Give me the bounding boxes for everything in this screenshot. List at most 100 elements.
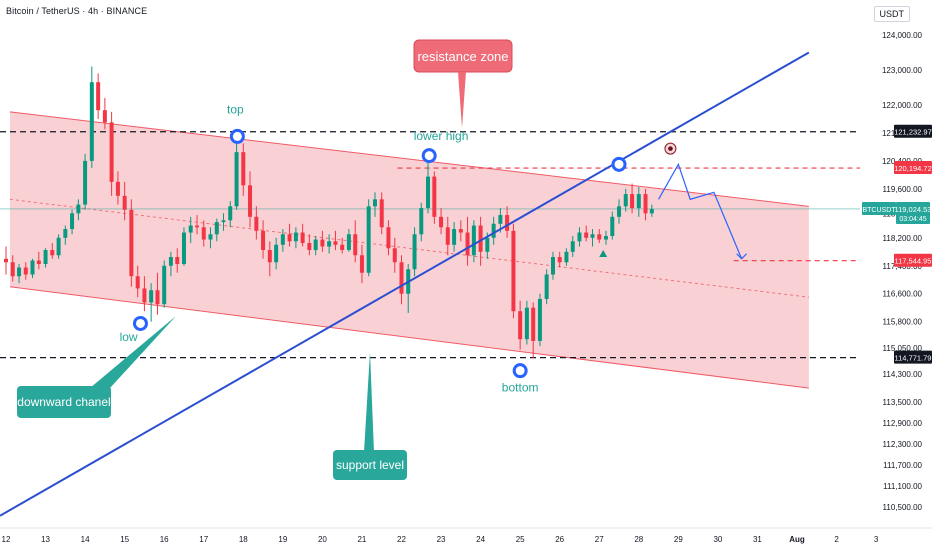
- candle-body: [333, 241, 338, 245]
- candle-body: [195, 225, 200, 228]
- time-tick-label: 31: [753, 535, 762, 544]
- price-level-label: 120,194.72: [894, 164, 932, 173]
- candle-body: [505, 215, 510, 231]
- currency-button[interactable]: USDT: [873, 6, 910, 22]
- price-level-label: 117,544.95: [895, 257, 932, 266]
- price-level-tag: [894, 253, 932, 267]
- candle-body: [181, 232, 186, 265]
- bottom-label: bottom: [502, 381, 539, 395]
- candle-body: [465, 232, 470, 256]
- candle-body: [524, 307, 529, 340]
- candle-body: [320, 239, 325, 247]
- time-tick-label: 25: [516, 535, 525, 544]
- time-tick-label: 28: [634, 535, 643, 544]
- candle-body: [537, 298, 542, 341]
- candle-body: [214, 222, 219, 235]
- candle-body: [4, 258, 8, 263]
- candle-body: [30, 260, 35, 275]
- candle-body: [491, 223, 496, 238]
- candle-body: [498, 215, 503, 224]
- candle-body: [261, 230, 266, 251]
- price-tick-label: 122,000.00: [882, 101, 923, 110]
- candle-body: [76, 204, 81, 214]
- time-tick-label: 20: [318, 535, 327, 544]
- time-tick-label: 13: [41, 535, 50, 544]
- candle-body: [70, 213, 75, 230]
- candle-body: [50, 250, 55, 256]
- candle-body: [155, 290, 160, 305]
- candle-body: [564, 251, 569, 263]
- time-tick-label: 2: [834, 535, 839, 544]
- projected-path-line: [658, 162, 743, 259]
- candle-body: [379, 199, 384, 228]
- channel-median-line: [9, 198, 809, 298]
- candle-body: [432, 176, 437, 217]
- candle-body: [23, 267, 28, 275]
- candle-body: [313, 239, 318, 251]
- resistance-zone-label: resistance zone: [417, 49, 508, 64]
- candle-body: [550, 257, 555, 275]
- downward-channel-fill: [9, 111, 809, 389]
- candle-body: [399, 262, 404, 294]
- candle-body: [425, 176, 430, 209]
- time-tick-label: 16: [160, 535, 169, 544]
- price-tick-label: 115,800.00: [883, 318, 923, 327]
- candle-body: [96, 82, 101, 111]
- candle-body: [623, 194, 628, 207]
- time-tick-label: 22: [397, 535, 406, 544]
- candle-body: [300, 232, 305, 244]
- price-tick-label: 124,000.00: [882, 31, 923, 40]
- candle-body: [584, 232, 589, 238]
- candle-body: [307, 243, 312, 251]
- candle-body: [83, 160, 88, 205]
- candle-body: [617, 206, 622, 217]
- candle-body: [102, 110, 107, 123]
- candle-body: [248, 185, 253, 217]
- candle-body: [142, 288, 147, 303]
- candle-body: [274, 244, 279, 263]
- candle-body: [287, 234, 292, 242]
- candle-body: [228, 206, 233, 221]
- candle-body: [597, 234, 602, 240]
- downward-channel-callout-pointer: [90, 316, 176, 388]
- price-tick-label: 115,050.00: [883, 344, 923, 353]
- candle-body: [590, 234, 595, 238]
- price-tick-label: 118,200.00: [883, 234, 923, 243]
- lower-high-label: lower high: [414, 129, 469, 143]
- candle-body: [43, 250, 48, 265]
- time-tick-label: 18: [239, 535, 248, 544]
- time-tick-label: 19: [278, 535, 287, 544]
- symbol-tag-label: BTCUSDT: [862, 207, 896, 214]
- candle-body: [386, 227, 391, 249]
- time-tick-label: 27: [595, 535, 604, 544]
- price-tick-label: 116,600.00: [883, 290, 923, 299]
- candle-body: [570, 241, 575, 252]
- candle-body: [392, 248, 397, 263]
- candle-body: [630, 194, 635, 209]
- candle-body: [346, 234, 351, 251]
- time-tick-label: 30: [713, 535, 722, 544]
- candle-body: [353, 234, 358, 256]
- candle-body: [201, 227, 206, 240]
- lower-high-marker-icon: [421, 148, 437, 164]
- candle-body: [175, 257, 180, 265]
- price-tick-label: 111,700.00: [883, 461, 922, 470]
- candle-body: [208, 234, 213, 240]
- price-level-label: 114,771.79: [895, 354, 932, 363]
- price-tick-label: 112,300.00: [883, 440, 923, 449]
- time-tick-label: 12: [2, 535, 11, 544]
- time-tick-label: 24: [476, 535, 485, 544]
- time-tick-label: Aug: [789, 535, 805, 544]
- time-tick-label: 15: [120, 535, 129, 544]
- countdown-label: 03:04:45: [899, 216, 926, 223]
- candle-body: [221, 220, 226, 223]
- candle-body: [241, 152, 246, 186]
- time-tick-label: 17: [199, 535, 208, 544]
- price-tick-label: 123,000.00: [882, 66, 923, 75]
- candle-body: [518, 311, 523, 340]
- time-tick-label: 14: [81, 535, 90, 544]
- signal-triangle-icon: [599, 250, 608, 258]
- candle-body: [149, 290, 154, 303]
